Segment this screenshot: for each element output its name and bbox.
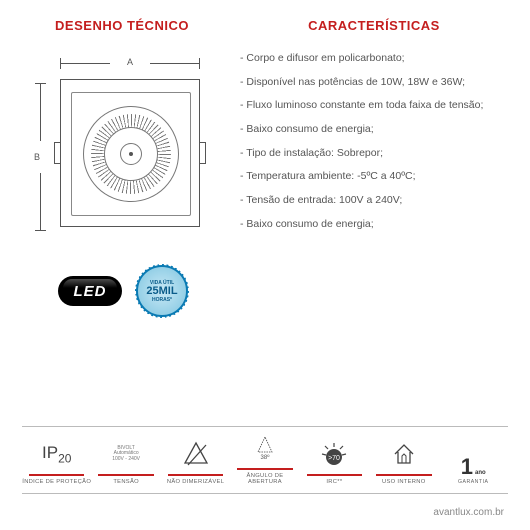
nodim-icon: [182, 439, 210, 469]
spec-label: IRC**: [326, 479, 342, 485]
life-badge: VIDA ÚTIL 25MIL HORAS*: [136, 265, 188, 317]
spec-label: ÂNGULO DE ABERTURA: [230, 473, 299, 485]
feature-item: - Baixo consumo de energia;: [240, 217, 508, 232]
feature-item: - Corpo e difusor em policarbonato;: [240, 51, 508, 66]
led-badge: LED: [58, 276, 122, 306]
drawing-heading: DESENHO TÉCNICO: [22, 18, 222, 33]
feature-item: - Disponível nas potências de 10W, 18W e…: [240, 75, 508, 90]
warranty-unit: ano: [475, 470, 486, 476]
feature-item: - Tensão de entrada: 100V a 240V;: [240, 193, 508, 208]
warranty-number: 1: [461, 457, 473, 477]
spec-label: TENSÃO: [113, 479, 139, 485]
spec-label: NÃO DIMERIZÁVEL: [167, 479, 224, 485]
svg-text:>70: >70: [328, 455, 340, 462]
spec-voltage: BIVOLT Automático 100V - 240V TENSÃO: [91, 439, 160, 485]
feature-item: - Baixo consumo de energia;: [240, 122, 508, 137]
irc-icon: >70: [319, 439, 349, 469]
spec-warranty: 1 ano GARANTIA: [439, 457, 508, 485]
life-line2: 25MIL: [146, 286, 177, 297]
home-icon: [390, 439, 418, 469]
spec-label: ÍNDICE DE PROTEÇÃO: [22, 479, 91, 485]
spec-ip: IP20 ÍNDICE DE PROTEÇÃO: [22, 439, 91, 485]
led-text: LED: [74, 283, 107, 300]
angle-icon: 38º: [253, 433, 277, 463]
spec-indoor: USO INTERNO: [369, 439, 438, 485]
dim-a-label: A: [127, 57, 133, 67]
features-heading: CARACTERÍSTICAS: [240, 18, 508, 33]
spec-label: USO INTERNO: [382, 479, 426, 485]
feature-item: - Fluxo luminoso constante em toda faixa…: [240, 98, 508, 113]
feature-item: - Temperatura ambiente: -5ºC a 40ºC;: [240, 169, 508, 184]
dim-b-label: B: [34, 152, 40, 162]
features-list: - Corpo e difusor em policarbonato; - Di…: [240, 51, 508, 232]
technical-drawing: A B: [32, 55, 212, 245]
feature-item: - Tipo de instalação: Sobrepor;: [240, 146, 508, 161]
life-line3: HORAS*: [152, 297, 172, 303]
specs-strip: IP20 ÍNDICE DE PROTEÇÃO BIVOLT Automátic…: [22, 426, 508, 494]
spec-nodim: NÃO DIMERIZÁVEL: [161, 439, 230, 485]
spec-irc: >70 IRC**: [300, 439, 369, 485]
url: avantlux.com.br: [433, 507, 504, 518]
spec-angle: 38º ÂNGULO DE ABERTURA: [230, 433, 299, 485]
warranty-label: GARANTIA: [458, 479, 489, 485]
